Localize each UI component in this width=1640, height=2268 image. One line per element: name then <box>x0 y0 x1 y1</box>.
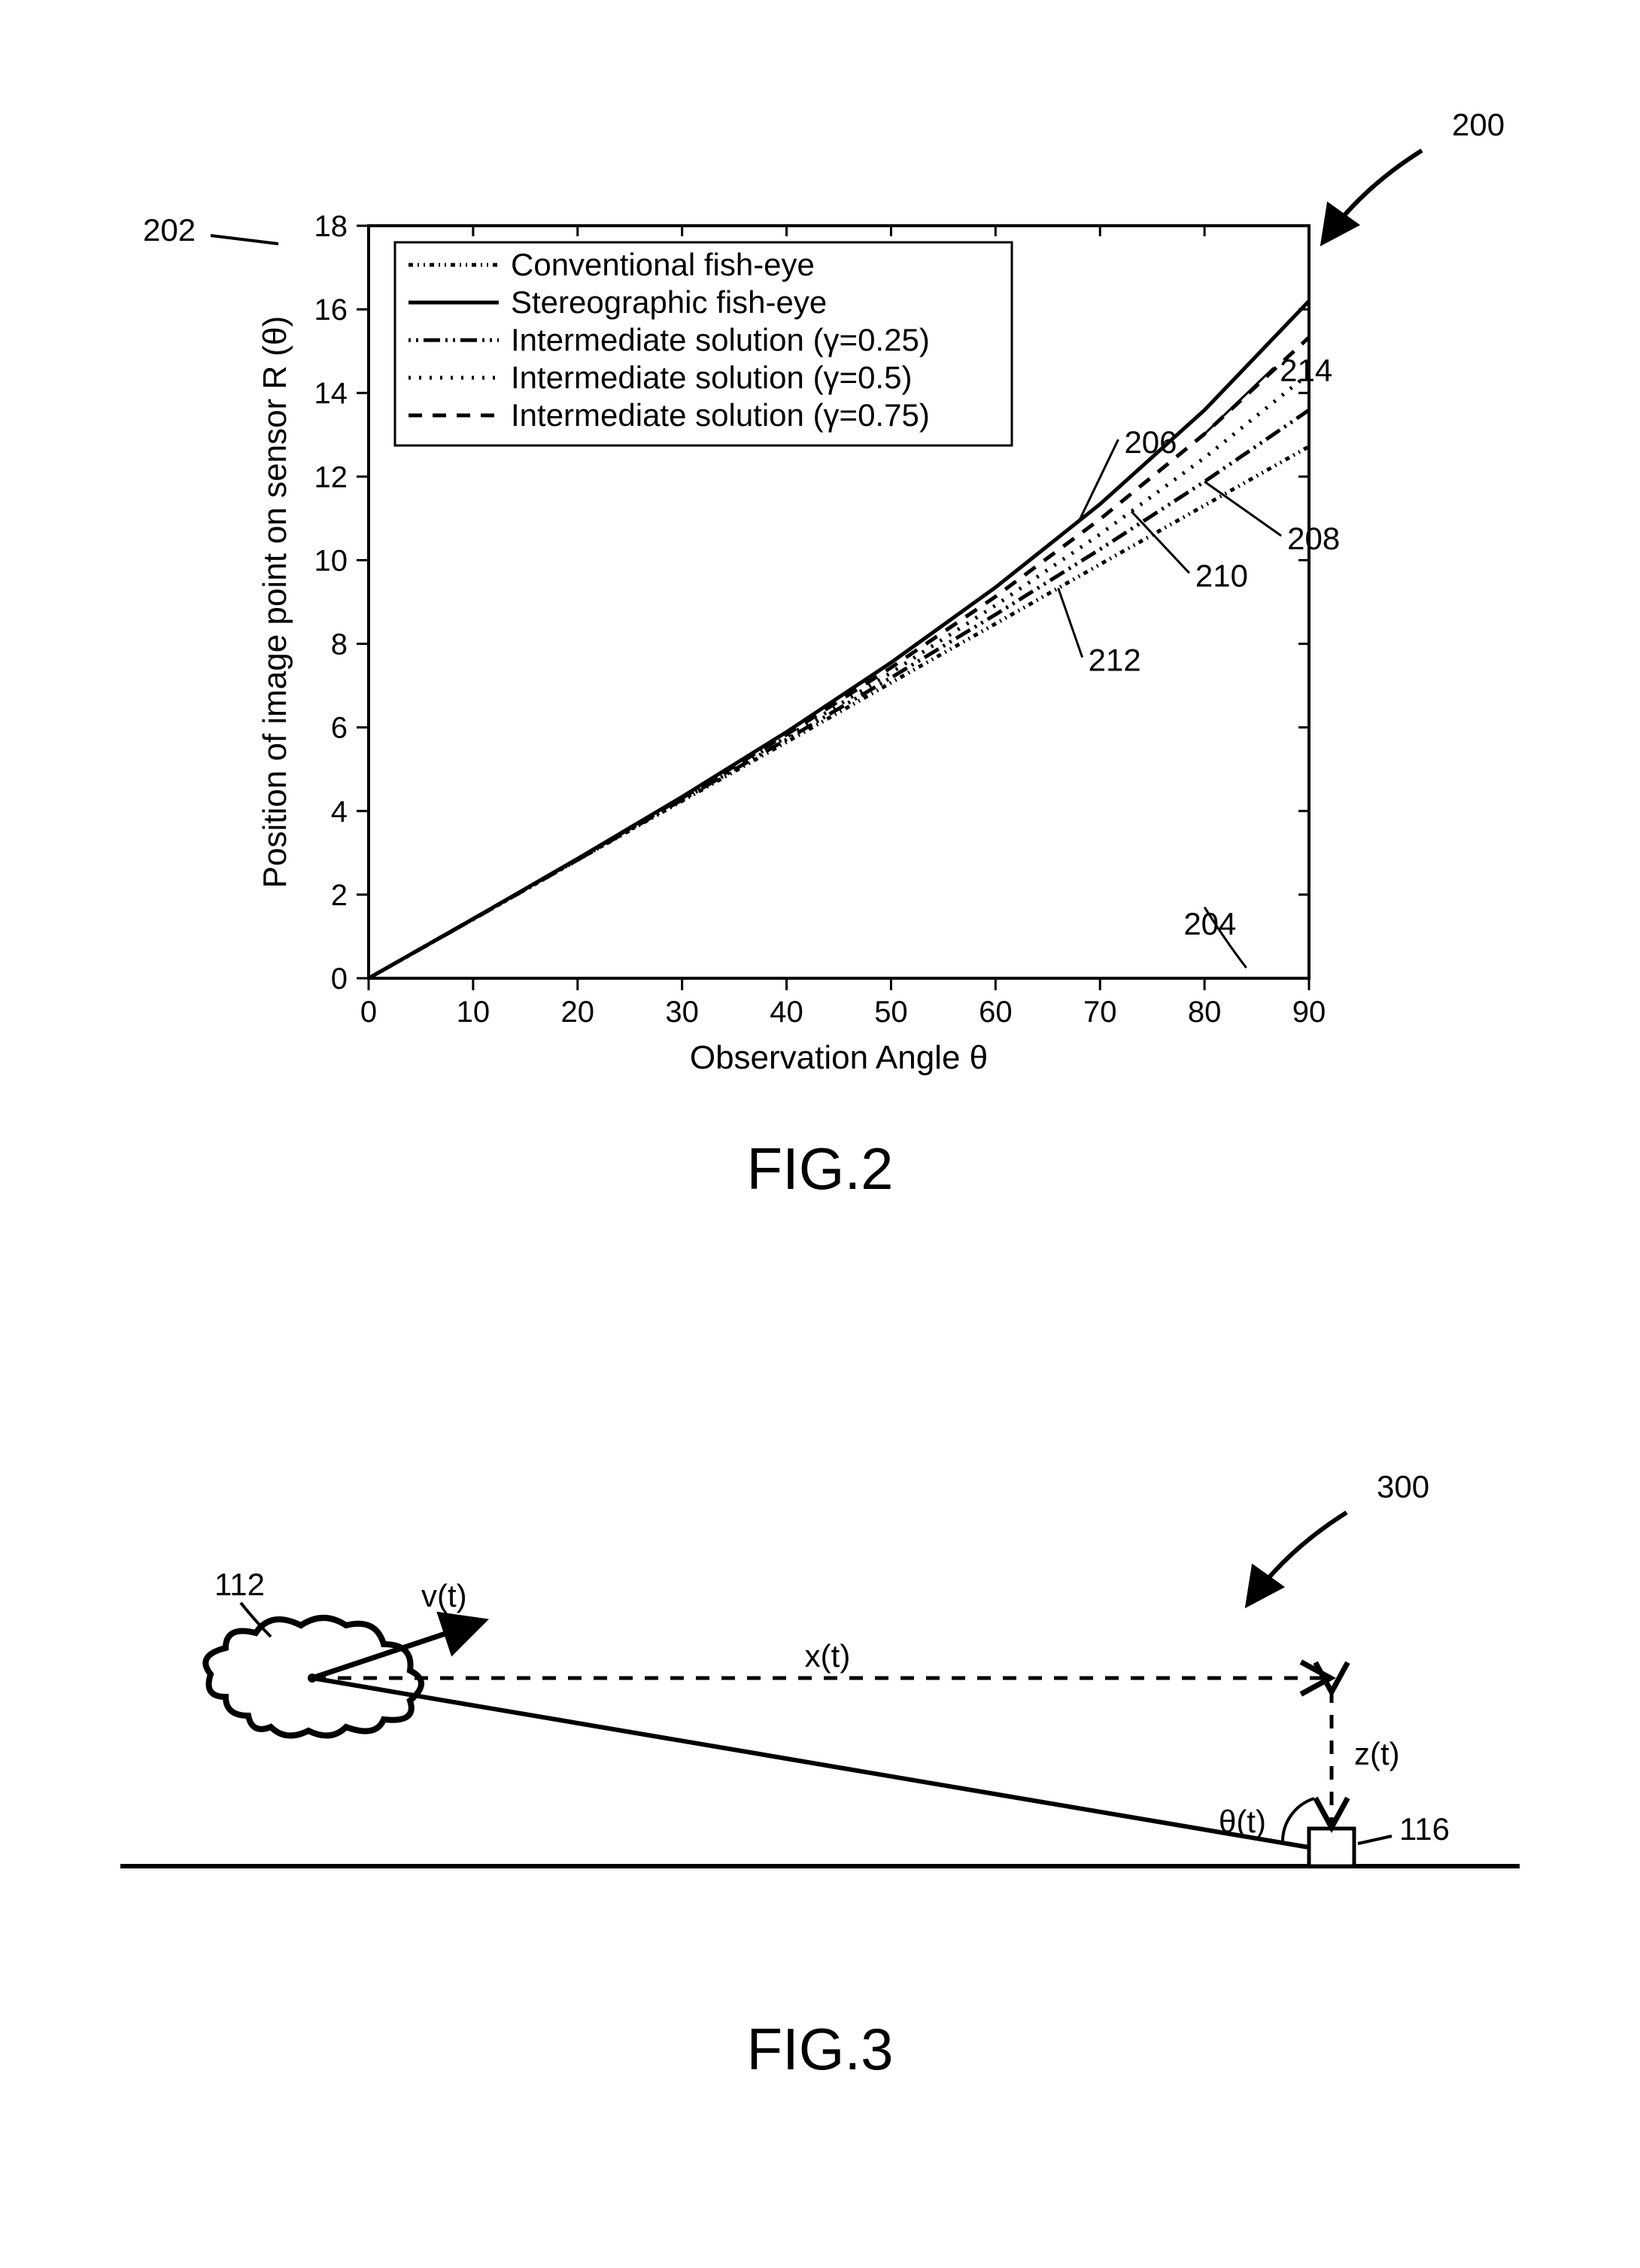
sight-line <box>312 1678 1309 1847</box>
x-tick-label: 10 <box>457 996 490 1029</box>
x-tick-label: 70 <box>1083 996 1117 1029</box>
x-tick-label: 0 <box>360 996 377 1029</box>
fig2-caption: FIG.2 <box>746 1136 893 1202</box>
y-tick-label: 10 <box>314 544 348 577</box>
series-line-2 <box>369 410 1309 978</box>
legend-label-3: Intermediate solution (γ=0.5) <box>511 360 912 395</box>
callout-202-leader <box>211 236 278 244</box>
legend-label-4: Intermediate solution (γ=0.75) <box>511 397 930 433</box>
callout-204: 204 <box>1183 906 1236 941</box>
x-tick-label: 20 <box>561 996 595 1029</box>
x-tick-label: 90 <box>1292 996 1326 1029</box>
x-tick-label: 60 <box>979 996 1013 1029</box>
callout-202: 202 <box>143 212 196 248</box>
fig2-plot-area: 0 10 20 30 40 50 60 70 80 90 0 2 4 6 8 10 12 14 16 18 Observ… <box>257 210 1340 1076</box>
callout-208: 208 <box>1287 521 1340 556</box>
x-t-label: x(t) <box>805 1638 851 1674</box>
x-tick-label: 40 <box>770 996 803 1029</box>
y-axis-title: Position of image point on sensor R (θ) <box>257 316 293 889</box>
fig2-group: 200 0 10 20 30 40 50 60 70 80 90 0 2 4 6 8 10 12 14 16 18 Ob… <box>143 107 1505 1202</box>
y-tick-label: 8 <box>331 628 348 661</box>
y-tick-label: 12 <box>314 461 348 494</box>
y-tick-label: 2 <box>331 879 348 912</box>
callout-212: 212 <box>1089 643 1141 678</box>
y-tick-label: 18 <box>314 210 348 243</box>
callout-116: 116 <box>1399 1811 1450 1847</box>
legend-label-1: Stereographic fish-eye <box>511 284 827 320</box>
callout-300: 300 <box>1377 1469 1429 1504</box>
callout-300-arrow <box>1249 1513 1347 1603</box>
callout-206: 206 <box>1124 424 1177 460</box>
legend-label-2: Intermediate solution (γ=0.25) <box>511 322 930 357</box>
callout-212-leader <box>1058 588 1083 658</box>
fig3-caption: FIG.3 <box>746 2016 893 2082</box>
x-tick-label: 80 <box>1188 996 1222 1029</box>
callout-200: 200 <box>1452 107 1505 142</box>
fig3-group: 300 116 112 v(t) x(t) z(t) θ(t) FIG.3 <box>120 1469 1520 2082</box>
y-tick-label: 6 <box>331 712 348 745</box>
x-axis-title: Observation Angle θ <box>690 1039 988 1076</box>
legend-label-0: Conventional fish-eye <box>511 247 815 282</box>
callout-214: 214 <box>1280 353 1332 388</box>
z-t-label: z(t) <box>1354 1736 1400 1771</box>
y-tick-label: 16 <box>314 293 348 327</box>
callout-200-arrow <box>1324 150 1422 241</box>
callout-210: 210 <box>1195 558 1248 594</box>
theta-t-label: θ(t) <box>1219 1804 1266 1839</box>
callout-208-leader <box>1204 482 1281 536</box>
x-tick-label: 30 <box>665 996 699 1029</box>
callout-116-leader <box>1358 1836 1392 1844</box>
callout-112: 112 <box>214 1567 265 1602</box>
y-tick-label: 14 <box>314 377 348 410</box>
camera-box <box>1309 1829 1354 1866</box>
y-tick-label: 0 <box>331 962 348 996</box>
y-tick-label: 4 <box>331 795 348 828</box>
v-t-label: v(t) <box>421 1578 467 1613</box>
x-tick-label: 50 <box>874 996 908 1029</box>
callout-206-leader <box>1079 439 1118 521</box>
